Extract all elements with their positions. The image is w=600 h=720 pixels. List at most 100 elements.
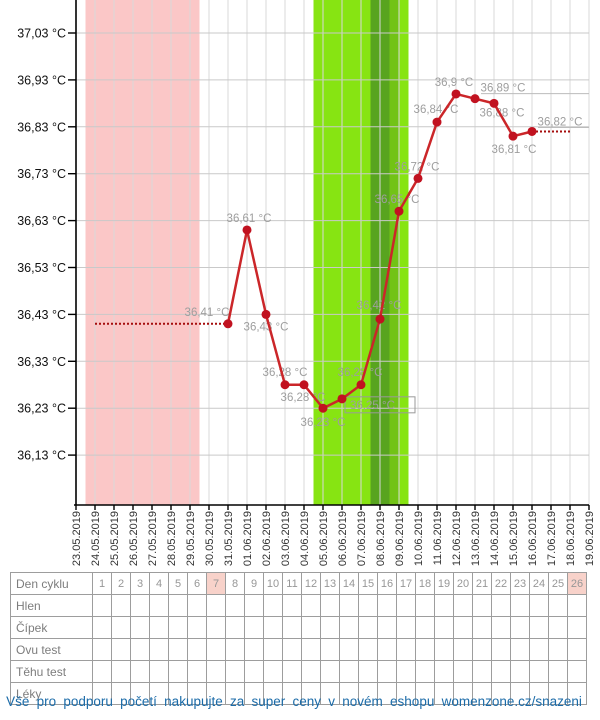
entry-cell[interactable] <box>567 638 587 661</box>
entry-cell[interactable] <box>453 660 473 683</box>
entry-cell[interactable] <box>92 638 112 661</box>
entry-cell[interactable] <box>567 660 587 683</box>
entry-cell[interactable] <box>548 616 568 639</box>
data-point[interactable] <box>356 380 366 390</box>
entry-cell[interactable] <box>225 616 245 639</box>
data-point[interactable] <box>242 225 252 235</box>
entry-cell[interactable] <box>472 660 492 683</box>
entry-cell[interactable] <box>434 660 454 683</box>
entry-cell[interactable] <box>529 660 549 683</box>
entry-cell[interactable] <box>491 594 511 617</box>
entry-cell[interactable] <box>130 616 150 639</box>
entry-cell[interactable] <box>320 660 340 683</box>
entry-cell[interactable] <box>206 638 226 661</box>
entry-cell[interactable] <box>301 638 321 661</box>
entry-cell[interactable] <box>187 594 207 617</box>
entry-cell[interactable] <box>529 594 549 617</box>
entry-cell[interactable] <box>263 594 283 617</box>
entry-cell[interactable] <box>339 594 359 617</box>
entry-cell[interactable] <box>358 638 378 661</box>
data-point[interactable] <box>223 319 233 329</box>
data-point[interactable] <box>489 98 499 108</box>
data-point[interactable] <box>337 394 347 404</box>
entry-cell[interactable] <box>567 616 587 639</box>
entry-cell[interactable] <box>130 594 150 617</box>
entry-cell[interactable] <box>111 660 131 683</box>
entry-cell[interactable] <box>168 660 188 683</box>
entry-cell[interactable] <box>149 638 169 661</box>
entry-cell[interactable] <box>510 660 530 683</box>
entry-cell[interactable] <box>263 638 283 661</box>
entry-cell[interactable] <box>415 616 435 639</box>
entry-cell[interactable] <box>244 638 264 661</box>
entry-cell[interactable] <box>415 660 435 683</box>
entry-cell[interactable] <box>282 638 302 661</box>
entry-cell[interactable] <box>187 638 207 661</box>
data-point[interactable] <box>318 403 328 413</box>
entry-cell[interactable] <box>453 638 473 661</box>
entry-cell[interactable] <box>244 594 264 617</box>
entry-cell[interactable] <box>434 616 454 639</box>
data-point[interactable] <box>451 89 461 99</box>
entry-cell[interactable] <box>567 594 587 617</box>
entry-cell[interactable] <box>529 638 549 661</box>
entry-cell[interactable] <box>396 616 416 639</box>
entry-cell[interactable] <box>396 594 416 617</box>
entry-cell[interactable] <box>92 594 112 617</box>
entry-cell[interactable] <box>472 616 492 639</box>
entry-cell[interactable] <box>149 660 169 683</box>
entry-cell[interactable] <box>225 660 245 683</box>
entry-cell[interactable] <box>510 616 530 639</box>
entry-cell[interactable] <box>187 616 207 639</box>
entry-cell[interactable] <box>282 616 302 639</box>
entry-cell[interactable] <box>472 638 492 661</box>
entry-cell[interactable] <box>168 594 188 617</box>
entry-cell[interactable] <box>130 638 150 661</box>
entry-cell[interactable] <box>282 660 302 683</box>
entry-cell[interactable] <box>415 638 435 661</box>
entry-cell[interactable] <box>206 660 226 683</box>
entry-cell[interactable] <box>187 660 207 683</box>
entry-cell[interactable] <box>377 616 397 639</box>
entry-cell[interactable] <box>92 660 112 683</box>
entry-cell[interactable] <box>415 594 435 617</box>
entry-cell[interactable] <box>491 616 511 639</box>
entry-cell[interactable] <box>358 616 378 639</box>
entry-cell[interactable] <box>339 638 359 661</box>
data-point[interactable] <box>508 131 518 141</box>
entry-cell[interactable] <box>263 660 283 683</box>
entry-cell[interactable] <box>130 660 150 683</box>
entry-cell[interactable] <box>244 660 264 683</box>
data-point[interactable] <box>527 126 537 136</box>
eshop-promo-link[interactable]: Vše pro podporu početí nakupujte za supe… <box>6 694 582 709</box>
entry-cell[interactable] <box>529 616 549 639</box>
entry-cell[interactable] <box>434 594 454 617</box>
entry-cell[interactable] <box>111 638 131 661</box>
entry-cell[interactable] <box>225 638 245 661</box>
data-point[interactable] <box>413 173 423 183</box>
entry-cell[interactable] <box>358 660 378 683</box>
entry-cell[interactable] <box>301 660 321 683</box>
entry-cell[interactable] <box>282 594 302 617</box>
entry-cell[interactable] <box>339 616 359 639</box>
entry-cell[interactable] <box>168 616 188 639</box>
entry-cell[interactable] <box>377 594 397 617</box>
entry-cell[interactable] <box>149 594 169 617</box>
entry-cell[interactable] <box>320 594 340 617</box>
data-point[interactable] <box>394 206 404 216</box>
data-point[interactable] <box>432 117 442 127</box>
entry-cell[interactable] <box>168 638 188 661</box>
entry-cell[interactable] <box>510 638 530 661</box>
entry-cell[interactable] <box>396 660 416 683</box>
entry-cell[interactable] <box>453 594 473 617</box>
data-point[interactable] <box>280 380 290 390</box>
entry-cell[interactable] <box>263 616 283 639</box>
entry-cell[interactable] <box>377 638 397 661</box>
entry-cell[interactable] <box>453 616 473 639</box>
entry-cell[interactable] <box>111 616 131 639</box>
entry-cell[interactable] <box>111 594 131 617</box>
entry-cell[interactable] <box>510 594 530 617</box>
entry-cell[interactable] <box>548 594 568 617</box>
entry-cell[interactable] <box>396 638 416 661</box>
data-point[interactable] <box>261 309 271 319</box>
